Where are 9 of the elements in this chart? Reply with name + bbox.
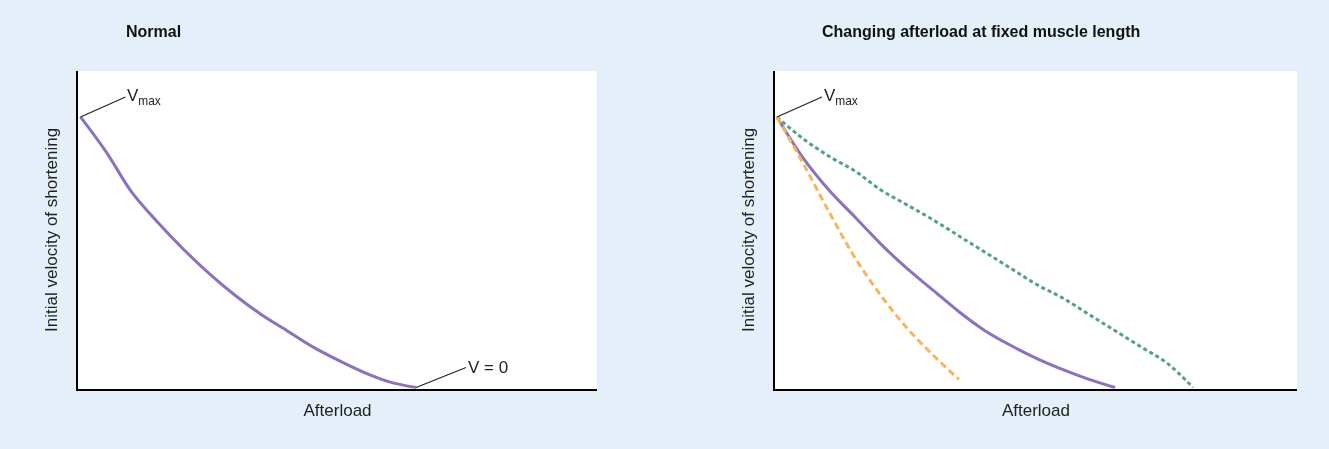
text: V$_{max}$	[127, 86, 161, 108]
x-axis-title: Afterload	[303, 401, 372, 421]
chart-title: Changing afterload at fixed muscle length	[822, 23, 1141, 40]
text: V$_{max}$	[824, 86, 858, 108]
x-axis-title: Afterload	[1001, 401, 1070, 421]
chart-title: Normal	[126, 23, 182, 40]
annotation: V = 0	[468, 358, 509, 377]
y-axis-title: Initial velocity of shortening	[42, 127, 62, 332]
y-axis-title: Initial velocity of shortening	[738, 127, 758, 332]
